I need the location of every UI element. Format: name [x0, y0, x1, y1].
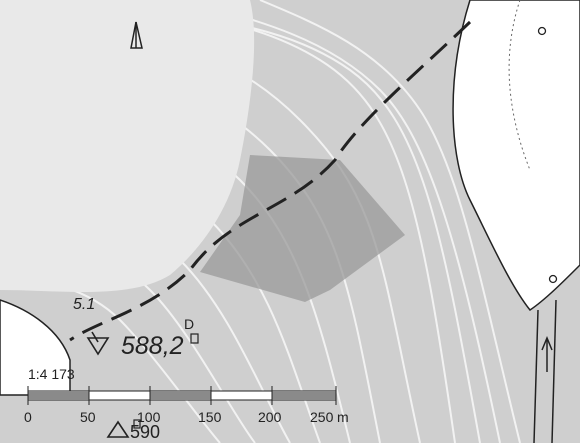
scale-tick: 150 [198, 409, 222, 425]
spot-height-label: 5.1 [73, 296, 96, 313]
triangle-marker-icon [86, 337, 110, 356]
hill-area [0, 0, 255, 292]
highlighted-area[interactable] [200, 155, 405, 302]
elevation-label: 588,2 [121, 332, 184, 360]
scale-tick: 200 [258, 409, 282, 425]
scale-tick: 0 [24, 409, 32, 425]
north-arrow-icon [130, 21, 143, 49]
scale-unit: m [337, 409, 349, 425]
route-line[interactable] [69, 20, 472, 342]
triangle-marker-bottom-icon [106, 420, 130, 438]
scale-tick: 50 [80, 409, 96, 425]
scale-tick: 250 [310, 409, 334, 425]
scale-tick: 100 [137, 409, 161, 425]
up-arrow-icon [541, 336, 553, 372]
marker-symbol-label: D [184, 316, 195, 332]
circle-point-icon [548, 274, 558, 284]
scale-bar [27, 386, 337, 405]
elevation-bottom-label: 590 [130, 422, 161, 442]
scale-ratio: 1:4 173 [28, 366, 75, 382]
clearing-right [452, 0, 580, 312]
circle-point-icon [537, 26, 547, 36]
